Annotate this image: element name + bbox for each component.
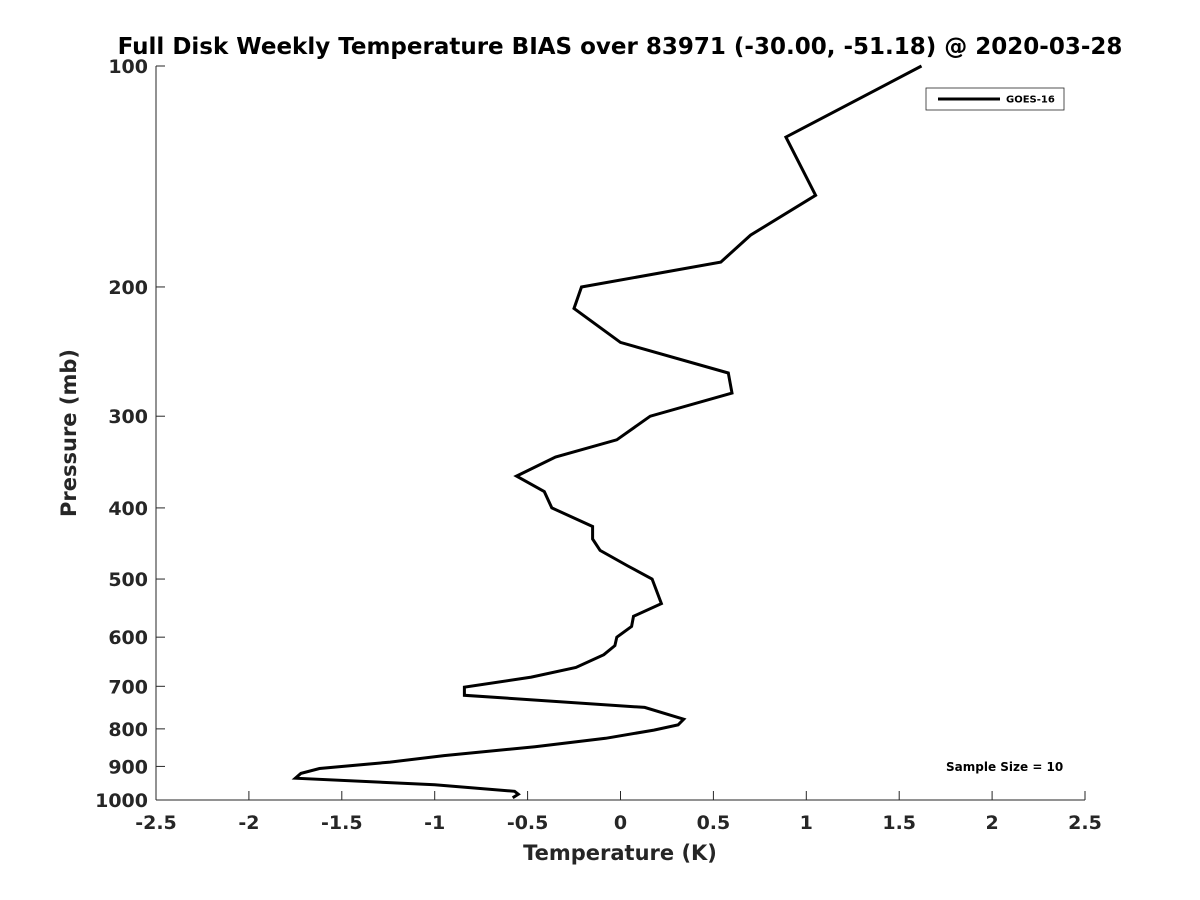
y-axis-label: Pressure (mb) (57, 349, 81, 517)
x-tick-label: -1.5 (321, 812, 363, 834)
y-tick-label: 500 (108, 569, 148, 591)
x-tick-label: 2 (985, 812, 998, 834)
y-tick-label: 600 (108, 627, 148, 649)
series-layer (291, 64, 923, 800)
y-tick-label: 700 (108, 676, 148, 698)
x-tick-label: -2 (238, 812, 259, 834)
x-ticks: -2.5 -2 -1.5 -1 -0.5 0 0.5 1 1.5 2 2.5 (135, 791, 1102, 834)
x-tick-label: -0.5 (507, 812, 549, 834)
sample-size-annotation: Sample Size = 10 (946, 760, 1063, 774)
x-tick-label: 2.5 (1068, 812, 1102, 834)
legend-label-goes-16: GOES-16 (1006, 95, 1055, 106)
plot-axes (155, 66, 1085, 801)
y-tick-label: 400 (108, 498, 148, 520)
chart-title: Full Disk Weekly Temperature BIAS over 8… (118, 34, 1123, 60)
x-tick-label: -1 (424, 812, 445, 834)
y-tick-label: 900 (108, 756, 148, 778)
x-tick-label: 1 (800, 812, 813, 834)
x-tick-label: 1.5 (882, 812, 916, 834)
series-line-goes-16 (291, 64, 923, 800)
legend: GOES-16 (925, 87, 1065, 111)
y-ticks: 100 200 300 400 500 600 700 800 900 1000 (95, 56, 165, 812)
y-tick-label: 1000 (95, 790, 148, 812)
x-tick-label: 0 (614, 812, 627, 834)
y-tick-label: 800 (108, 719, 148, 741)
x-axis-label: Temperature (K) (523, 841, 717, 865)
y-tick-label: 100 (108, 56, 148, 78)
x-tick-label: 0.5 (697, 812, 731, 834)
x-tick-label: -2.5 (135, 812, 177, 834)
y-tick-label: 300 (108, 406, 148, 428)
y-tick-label: 200 (108, 277, 148, 299)
